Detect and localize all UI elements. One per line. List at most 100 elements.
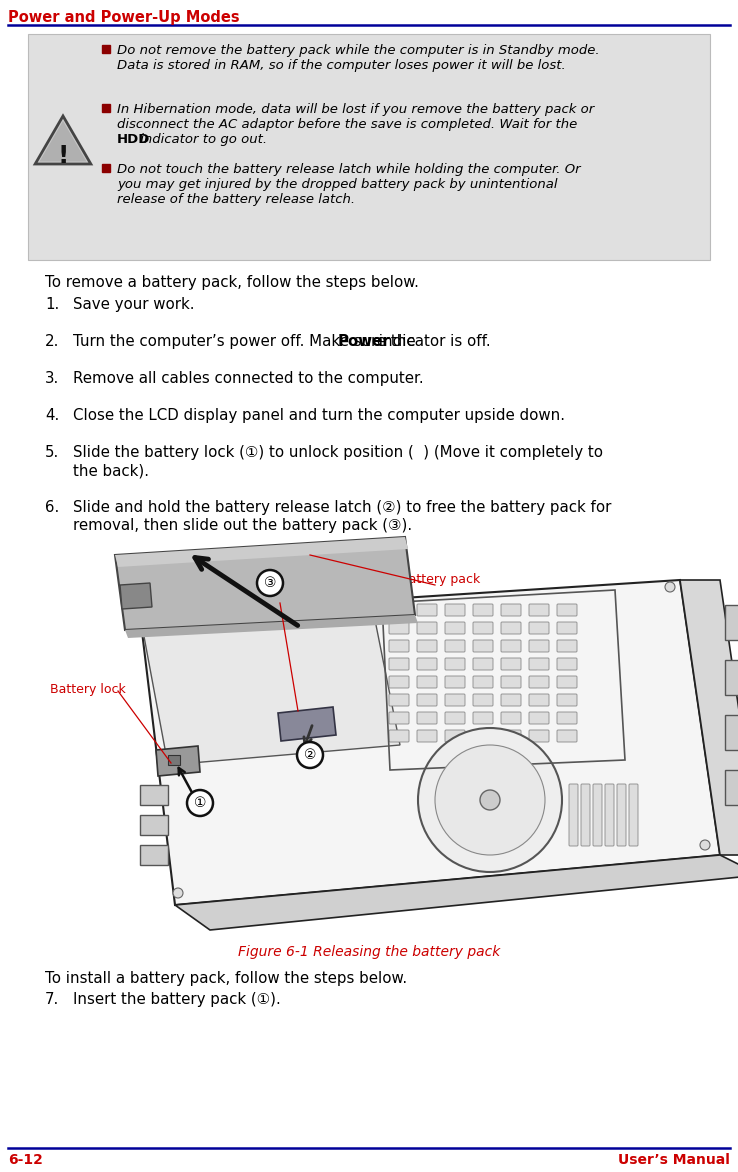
FancyBboxPatch shape xyxy=(725,660,738,695)
Polygon shape xyxy=(125,615,418,638)
Text: Battery pack: Battery pack xyxy=(400,573,480,586)
Text: To install a battery pack, follow the steps below.: To install a battery pack, follow the st… xyxy=(45,970,407,986)
FancyBboxPatch shape xyxy=(529,694,549,706)
FancyBboxPatch shape xyxy=(473,604,493,616)
FancyBboxPatch shape xyxy=(501,640,521,652)
Text: release of the battery release latch.: release of the battery release latch. xyxy=(117,193,355,206)
FancyBboxPatch shape xyxy=(417,622,437,634)
Text: Power: Power xyxy=(338,334,390,349)
FancyBboxPatch shape xyxy=(417,604,437,616)
FancyBboxPatch shape xyxy=(581,784,590,846)
FancyBboxPatch shape xyxy=(445,676,465,688)
FancyBboxPatch shape xyxy=(529,713,549,724)
FancyBboxPatch shape xyxy=(557,676,577,688)
FancyBboxPatch shape xyxy=(445,657,465,670)
FancyBboxPatch shape xyxy=(501,713,521,724)
FancyBboxPatch shape xyxy=(473,622,493,634)
FancyBboxPatch shape xyxy=(389,657,409,670)
FancyBboxPatch shape xyxy=(529,676,549,688)
FancyBboxPatch shape xyxy=(529,730,549,742)
Text: Close the LCD display panel and turn the computer upside down.: Close the LCD display panel and turn the… xyxy=(73,408,565,423)
Polygon shape xyxy=(680,580,738,856)
FancyBboxPatch shape xyxy=(557,657,577,670)
FancyBboxPatch shape xyxy=(389,713,409,724)
FancyBboxPatch shape xyxy=(417,640,437,652)
Polygon shape xyxy=(35,116,91,164)
Text: you may get injured by the dropped battery pack by unintentional: you may get injured by the dropped batte… xyxy=(117,178,557,191)
Text: In Hibernation mode, data will be lost if you remove the battery pack or: In Hibernation mode, data will be lost i… xyxy=(117,103,594,116)
Circle shape xyxy=(480,790,500,810)
FancyBboxPatch shape xyxy=(501,730,521,742)
Text: User’s Manual: User’s Manual xyxy=(618,1153,730,1167)
Text: removal, then slide out the battery pack (③).: removal, then slide out the battery pack… xyxy=(73,518,412,533)
Polygon shape xyxy=(140,580,720,905)
FancyBboxPatch shape xyxy=(445,622,465,634)
Polygon shape xyxy=(120,582,152,609)
Text: 3.: 3. xyxy=(45,372,59,386)
Text: Battery: Battery xyxy=(249,577,295,590)
Polygon shape xyxy=(115,537,408,567)
Circle shape xyxy=(435,745,545,856)
Text: 6.: 6. xyxy=(45,500,59,515)
FancyBboxPatch shape xyxy=(445,604,465,616)
Circle shape xyxy=(700,840,710,850)
FancyBboxPatch shape xyxy=(417,730,437,742)
Text: To remove a battery pack, follow the steps below.: To remove a battery pack, follow the ste… xyxy=(45,275,419,289)
FancyBboxPatch shape xyxy=(445,713,465,724)
Text: 5.: 5. xyxy=(45,445,59,459)
FancyBboxPatch shape xyxy=(140,785,168,805)
FancyBboxPatch shape xyxy=(605,784,614,846)
FancyBboxPatch shape xyxy=(557,713,577,724)
FancyBboxPatch shape xyxy=(557,694,577,706)
FancyBboxPatch shape xyxy=(389,604,409,616)
Text: Power and Power-Up Modes: Power and Power-Up Modes xyxy=(8,11,240,25)
Circle shape xyxy=(257,570,283,597)
FancyBboxPatch shape xyxy=(501,694,521,706)
FancyBboxPatch shape xyxy=(389,694,409,706)
FancyBboxPatch shape xyxy=(569,784,578,846)
FancyBboxPatch shape xyxy=(617,784,626,846)
Text: indicator to go out.: indicator to go out. xyxy=(136,132,266,146)
Text: ①: ① xyxy=(194,796,206,810)
FancyBboxPatch shape xyxy=(389,640,409,652)
FancyBboxPatch shape xyxy=(529,640,549,652)
Polygon shape xyxy=(115,537,415,631)
Text: Slide and hold the battery release latch (②) to free the battery pack for: Slide and hold the battery release latch… xyxy=(73,500,611,515)
FancyBboxPatch shape xyxy=(417,694,437,706)
FancyBboxPatch shape xyxy=(629,784,638,846)
Text: Remove all cables connected to the computer.: Remove all cables connected to the compu… xyxy=(73,372,424,386)
FancyBboxPatch shape xyxy=(389,622,409,634)
FancyBboxPatch shape xyxy=(725,605,738,640)
FancyBboxPatch shape xyxy=(445,640,465,652)
FancyBboxPatch shape xyxy=(140,845,168,865)
Text: Data is stored in RAM, so if the computer loses power it will be lost.: Data is stored in RAM, so if the compute… xyxy=(117,59,566,71)
FancyBboxPatch shape xyxy=(593,784,602,846)
FancyBboxPatch shape xyxy=(501,604,521,616)
FancyBboxPatch shape xyxy=(445,694,465,706)
FancyBboxPatch shape xyxy=(557,730,577,742)
Polygon shape xyxy=(140,595,400,765)
FancyBboxPatch shape xyxy=(501,676,521,688)
Text: 1.: 1. xyxy=(45,297,59,312)
Text: ③: ③ xyxy=(263,575,276,590)
FancyBboxPatch shape xyxy=(529,604,549,616)
Polygon shape xyxy=(40,121,86,162)
FancyBboxPatch shape xyxy=(389,676,409,688)
Text: Battery lock: Battery lock xyxy=(50,683,126,696)
FancyBboxPatch shape xyxy=(529,657,549,670)
FancyBboxPatch shape xyxy=(417,676,437,688)
FancyBboxPatch shape xyxy=(501,657,521,670)
Text: 6-12: 6-12 xyxy=(8,1153,43,1167)
Text: the back).: the back). xyxy=(73,463,149,478)
FancyBboxPatch shape xyxy=(473,676,493,688)
Text: 4.: 4. xyxy=(45,408,59,423)
FancyBboxPatch shape xyxy=(725,770,738,805)
FancyBboxPatch shape xyxy=(557,604,577,616)
FancyBboxPatch shape xyxy=(501,622,521,634)
FancyBboxPatch shape xyxy=(725,715,738,750)
Text: Figure 6-1 Releasing the battery pack: Figure 6-1 Releasing the battery pack xyxy=(238,945,500,959)
Circle shape xyxy=(418,728,562,872)
FancyBboxPatch shape xyxy=(102,164,110,172)
FancyBboxPatch shape xyxy=(473,640,493,652)
FancyBboxPatch shape xyxy=(473,657,493,670)
